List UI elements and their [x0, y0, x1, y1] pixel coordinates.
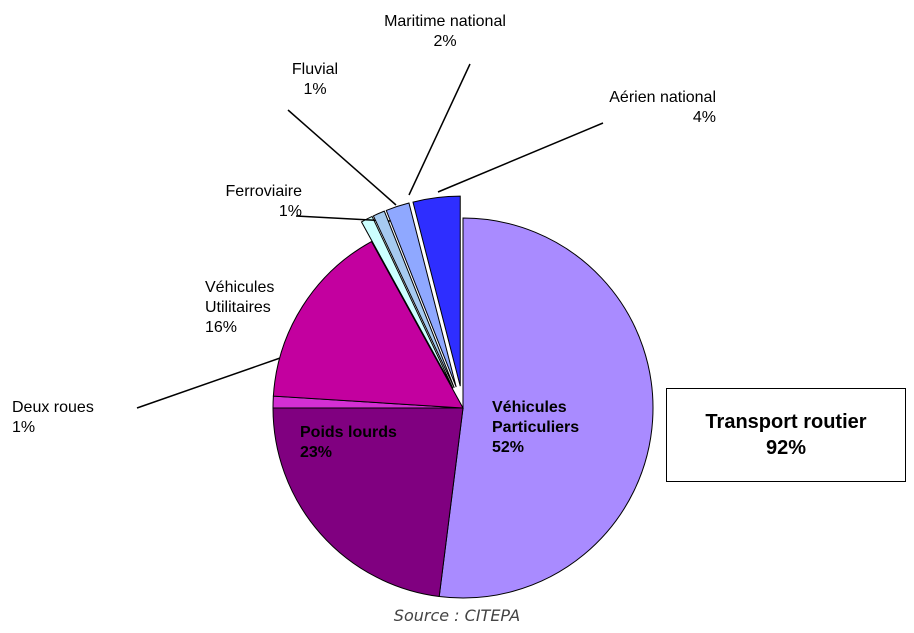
- slice-name: Deux roues: [12, 399, 94, 416]
- slice-name: Véhicules Utilitaires: [205, 279, 275, 316]
- slice-label: Deux roues 1%: [12, 398, 152, 438]
- slice-label: Fluvial 1%: [270, 60, 360, 100]
- leader-line: [287, 109, 397, 206]
- slice-value: 52%: [492, 439, 525, 456]
- slice-value: 16%: [205, 319, 238, 336]
- pie-slice: [438, 217, 654, 599]
- slice-label: Aérien national 4%: [586, 88, 716, 128]
- pie-slice: [385, 202, 457, 388]
- slice-value: 1%: [12, 419, 36, 436]
- slice-value: 2%: [433, 33, 457, 50]
- slice-name: Ferroviaire: [225, 183, 302, 200]
- pie-slice: [272, 407, 464, 598]
- pie-slice: [372, 210, 455, 389]
- slice-label: Ferroviaire 1%: [172, 182, 302, 222]
- pie-slice: [412, 195, 461, 387]
- slice-name: Fluvial: [291, 61, 339, 78]
- slice-value: 1%: [278, 203, 302, 220]
- slice-value: 23%: [300, 444, 333, 461]
- slice-label: Véhicules Particuliers 52%: [492, 398, 622, 458]
- slice-name: Poids lourds: [300, 424, 397, 441]
- slice-name: Aérien national: [609, 89, 716, 106]
- leader-line: [408, 63, 471, 196]
- slice-name: Véhicules Particuliers: [492, 399, 580, 436]
- slice-value: 4%: [692, 109, 716, 126]
- leader-line: [295, 215, 391, 222]
- slice-label: Maritime national 2%: [370, 12, 520, 52]
- leader-line: [437, 122, 604, 193]
- annotation-box: Transport routier 92%: [666, 388, 906, 482]
- slice-name: Maritime national: [384, 13, 506, 30]
- source: Source : CITEPA: [393, 606, 521, 625]
- leader-line: [136, 356, 284, 409]
- slice-label: Véhicules Utilitaires 16%: [205, 278, 295, 338]
- slice-label: Poids lourds 23%: [300, 423, 410, 463]
- pie-slice: [272, 240, 464, 409]
- annotation-title: Transport routier: [705, 411, 867, 433]
- annotation-value: 92%: [765, 437, 807, 459]
- slice-value: 1%: [303, 81, 327, 98]
